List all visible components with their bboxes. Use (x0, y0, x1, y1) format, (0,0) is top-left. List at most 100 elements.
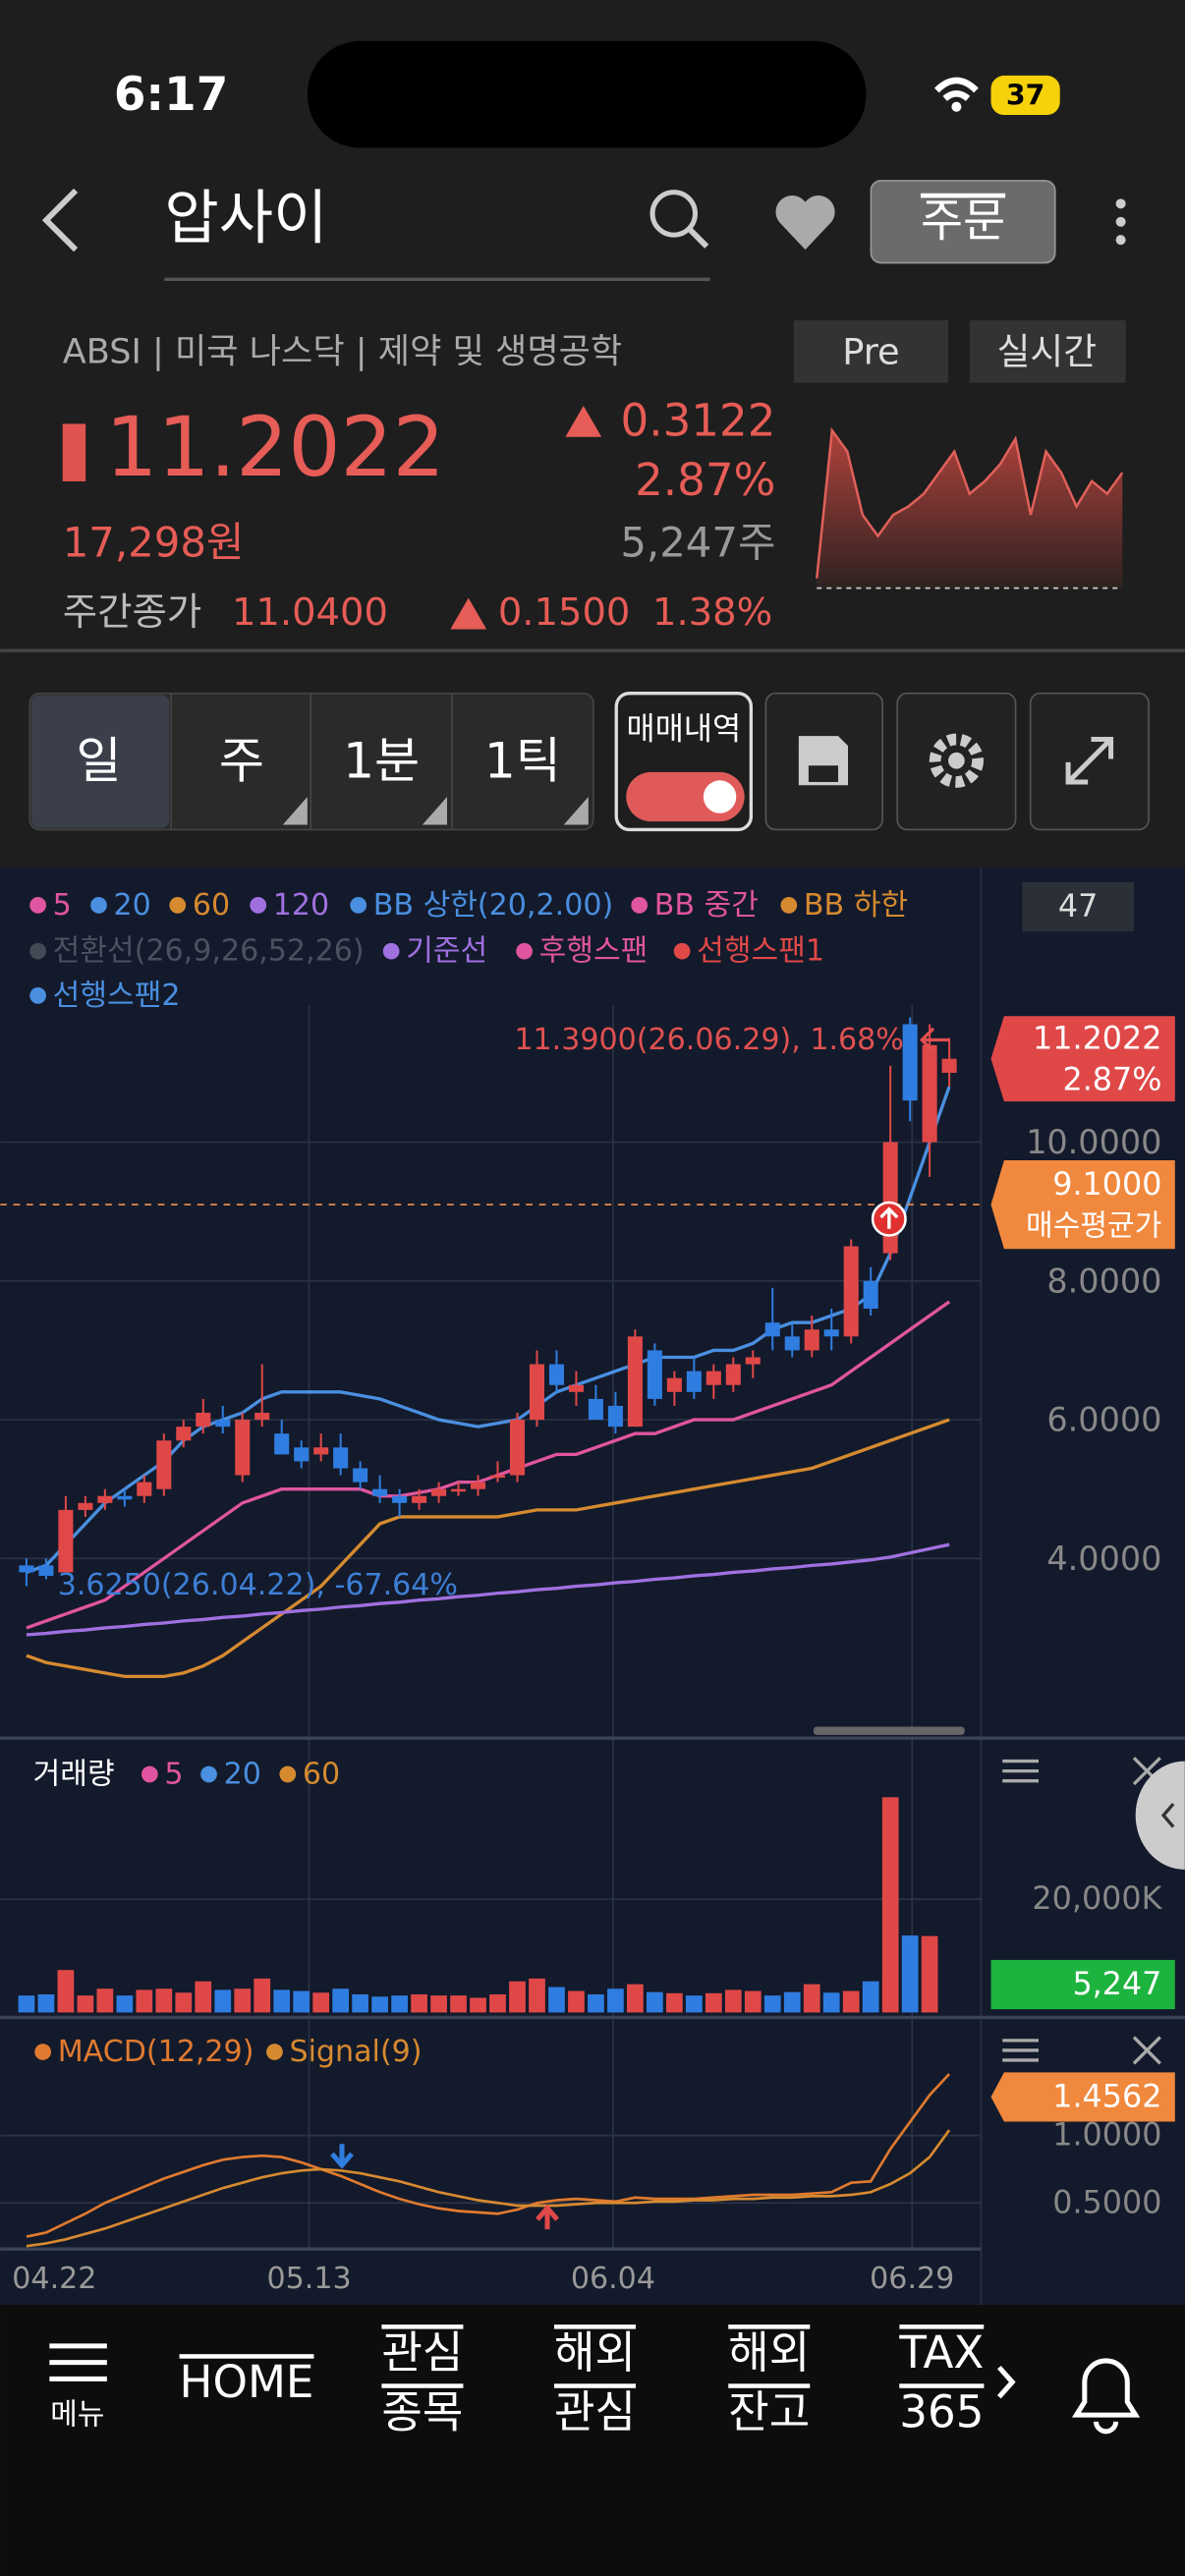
volume-bar (214, 1989, 232, 2013)
bar-count: 47 (1058, 889, 1098, 924)
order-button[interactable] (870, 180, 1056, 264)
clock: 6:17 (114, 69, 228, 122)
candle-body (392, 1495, 408, 1503)
avg-price-box (990, 1159, 1175, 1250)
volume-current-box (990, 1959, 1175, 2010)
nav-item[interactable]: 종목 (381, 2385, 463, 2437)
candle-body (38, 1565, 54, 1576)
candle-body (509, 1420, 526, 1476)
indicator-line (26, 1542, 950, 1637)
realtime-button[interactable] (969, 320, 1126, 383)
x-tick-label: 05.13 (266, 2262, 351, 2296)
panel-close[interactable] (1132, 2036, 1161, 2065)
candle-body (489, 1475, 506, 1479)
notification-button[interactable] (1071, 2358, 1141, 2435)
chart-overlays: 5 20 60 120 BB 상한(20,2.00) BB 중간 BB 하한전환선(26,9… (0, 888, 1175, 2296)
legend-dot (516, 942, 533, 960)
nav-more[interactable] (996, 2365, 1016, 2399)
signal-line (26, 2129, 951, 2248)
weekly-change-percent: 1.38% (652, 590, 772, 635)
panel-menu[interactable] (1002, 1759, 1040, 1783)
stock-description: ABSI | 미국 나스닥 | 제약 및 생명공학 (63, 331, 623, 371)
legend-label: BB 하한 (804, 888, 908, 923)
nav-item[interactable]: 관심 (554, 2385, 636, 2437)
candle-body (725, 1364, 741, 1385)
more-button[interactable] (1115, 198, 1126, 209)
search-button[interactable] (649, 190, 699, 238)
legend-label: 선행스팬2 (53, 979, 181, 1013)
legend-dot (266, 2044, 283, 2060)
side-handle[interactable] (1135, 1761, 1185, 1870)
macd-current-box (990, 2072, 1175, 2122)
volume-bar (430, 1995, 447, 2013)
pre-button[interactable] (793, 320, 949, 383)
candle-body (568, 1384, 584, 1392)
candle-body (196, 1413, 211, 1428)
volume-title: 거래량 (33, 1757, 115, 1791)
nav-item[interactable]: 365 (899, 2385, 984, 2437)
y-tick-label: 20,000K (1032, 1881, 1162, 1917)
up-triangle (565, 406, 602, 437)
battery-level: 37 (1006, 79, 1045, 111)
legend-label: 기준선 (406, 934, 487, 969)
candle-body (705, 1371, 721, 1385)
candle-body (823, 1329, 839, 1337)
realtime-label: 실시간 (997, 330, 1097, 372)
back-button[interactable] (41, 188, 79, 252)
period-tab[interactable]: 1분 (343, 732, 420, 790)
candle-body (784, 1336, 800, 1351)
volume-bar (705, 1992, 722, 2013)
more-button (1115, 216, 1126, 227)
legend-label: BB 상한(20,2.00) (373, 888, 613, 923)
volume-bar (607, 1988, 624, 2013)
volume-bar (77, 1995, 94, 2013)
x-tick-label: 06.04 (571, 2262, 655, 2296)
settings-icon (929, 733, 984, 788)
candle-body (843, 1246, 859, 1337)
expand-icon (1065, 736, 1114, 785)
tab-corner (422, 797, 448, 825)
favorite-button[interactable] (775, 195, 835, 251)
indicator-line (26, 1418, 950, 1679)
nav-item[interactable]: 해외 (554, 2326, 636, 2379)
buy-marker (879, 1206, 899, 1229)
volume-bar (529, 1978, 545, 2013)
candle-body (117, 1495, 133, 1500)
trade-history-label: 매매내역 (626, 711, 741, 747)
more-button (1115, 235, 1126, 246)
candle-body (647, 1350, 662, 1399)
volume-bar (332, 1988, 350, 2013)
volume-bar (548, 1987, 565, 2013)
volume-bar (862, 1981, 879, 2013)
candle-body (548, 1364, 564, 1385)
order-button-label: 주문 (921, 196, 1005, 249)
candle-body (863, 1280, 878, 1310)
nav-item[interactable]: TAX (898, 2326, 984, 2379)
nav-item[interactable]: 해외 (728, 2326, 810, 2379)
legend-label: 60 (303, 1757, 340, 1791)
nav-item[interactable]: 관심 (381, 2326, 463, 2379)
volume-bar (234, 1988, 252, 2013)
candle-body (294, 1447, 310, 1462)
period-tab[interactable]: 일 (76, 732, 121, 790)
save-icon (808, 765, 838, 782)
scrollbar[interactable] (813, 1726, 965, 1735)
legend-label: 20 (224, 1757, 261, 1791)
nav-home[interactable]: HOME (180, 2356, 314, 2408)
legend-dot (673, 942, 691, 960)
candle-body (254, 1413, 270, 1421)
menu-icon[interactable] (49, 2343, 107, 2381)
candle-body (431, 1488, 447, 1496)
wifi-icon (951, 101, 962, 112)
volume-bar (273, 1989, 291, 2013)
volume-bar (822, 1992, 840, 2013)
search-button (688, 228, 709, 249)
panel-menu[interactable] (1002, 2039, 1040, 2062)
volume-bar (842, 1990, 860, 2013)
y-tick-label: 0.5000 (1052, 2185, 1161, 2220)
period-tab[interactable]: 1틱 (484, 732, 561, 790)
period-tab[interactable]: 주 (219, 732, 264, 790)
legend-dot (350, 897, 367, 914)
nav-item[interactable]: 잔고 (728, 2385, 810, 2437)
